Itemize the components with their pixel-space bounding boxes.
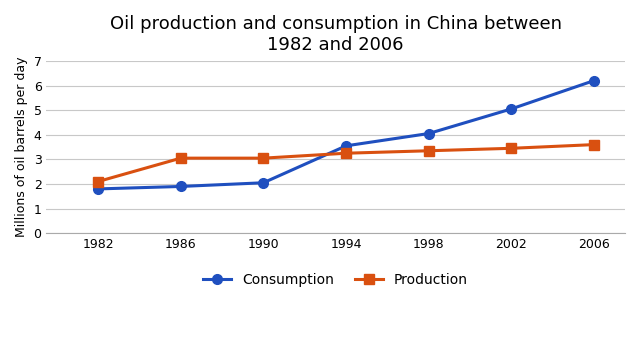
Production — [177, 156, 184, 160]
Production — [508, 146, 515, 150]
Production — [590, 143, 598, 147]
Production — [425, 149, 433, 153]
Consumption — [590, 79, 598, 83]
Title: Oil production and consumption in China between
1982 and 2006: Oil production and consumption in China … — [109, 15, 562, 54]
Production — [342, 151, 350, 155]
Consumption — [342, 144, 350, 148]
Consumption — [425, 132, 433, 136]
Line: Consumption: Consumption — [93, 76, 599, 194]
Consumption — [94, 187, 102, 191]
Consumption — [260, 181, 268, 185]
Y-axis label: Millions of oil barrels per day: Millions of oil barrels per day — [15, 57, 28, 237]
Legend: Consumption, Production: Consumption, Production — [198, 268, 474, 293]
Line: Production: Production — [93, 140, 599, 186]
Production — [260, 156, 268, 160]
Consumption — [177, 184, 184, 188]
Consumption — [508, 107, 515, 111]
Production — [94, 179, 102, 183]
